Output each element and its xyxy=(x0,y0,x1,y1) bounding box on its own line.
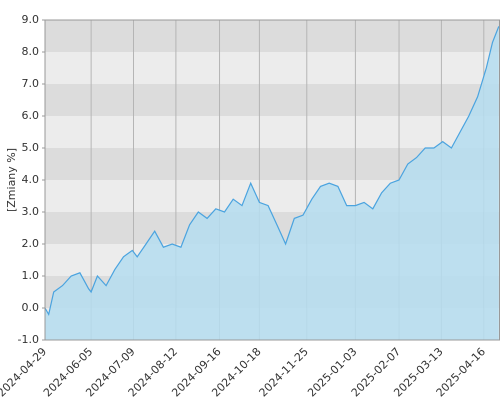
y-tick-label: 7.0 xyxy=(22,77,40,90)
y-tick-label: 5.0 xyxy=(22,141,40,154)
area xyxy=(45,26,499,341)
grid-band xyxy=(45,84,500,116)
y-tick-label: 1.0 xyxy=(22,269,40,282)
grid-band xyxy=(45,20,500,52)
grid-band xyxy=(45,116,500,148)
y-tick-label: 6.0 xyxy=(22,109,40,122)
line xyxy=(44,26,500,317)
y-tick-label: 0.0 xyxy=(22,301,40,314)
y-tick-label: 2.0 xyxy=(22,237,40,250)
y-tick-label: -1.0 xyxy=(18,333,39,346)
y-tick-label: 8.0 xyxy=(22,45,40,58)
y-axis-label: [Zmiany %] xyxy=(5,148,18,212)
y-tick-label: 3.0 xyxy=(22,205,40,218)
grid-band xyxy=(45,52,500,84)
y-tick-label: 4.0 xyxy=(22,173,40,186)
x-tick-label: 2024-11-25 xyxy=(257,345,311,399)
y-tick-label: 9.0 xyxy=(22,13,40,26)
